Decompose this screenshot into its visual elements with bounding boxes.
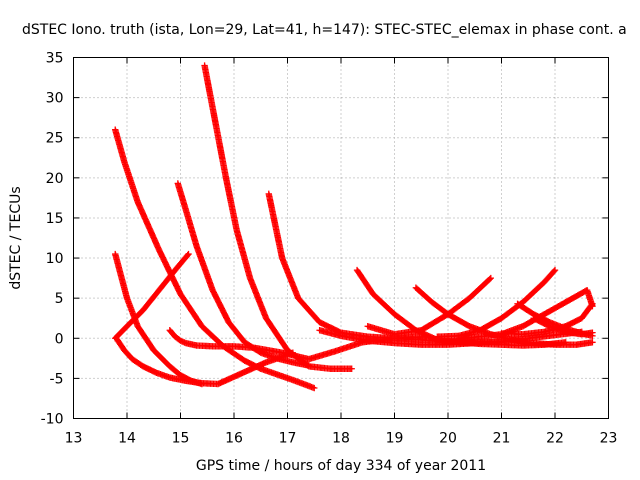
grid <box>73 57 609 419</box>
x-tick-label: 21 <box>493 431 511 447</box>
chart-title: dSTEC Iono. truth (ista, Lon=29, Lat=41,… <box>22 22 627 38</box>
data-point <box>589 329 596 336</box>
ticks <box>73 57 609 419</box>
data-point <box>486 275 493 283</box>
series-6 <box>174 180 313 369</box>
x-tick-label: 19 <box>386 431 404 447</box>
y-tick-label: 25 <box>46 131 64 147</box>
x-tick-label: 23 <box>600 431 618 447</box>
tick-labels: 13 14 15 16 17 18 19 20 21 22 23 -10 -5 0 5 10 15 20 25 30 3… <box>41 51 618 447</box>
series-7 <box>201 62 355 372</box>
y-tick-label: -5 <box>50 371 64 387</box>
y-axis-label: dSTEC / TECUs <box>8 186 24 289</box>
x-tick-label: 16 <box>225 431 243 447</box>
y-tick-label: 20 <box>46 171 64 187</box>
x-tick-label: 15 <box>172 431 190 447</box>
series-15 <box>498 300 596 338</box>
y-tick-label: 5 <box>55 291 64 307</box>
data-point <box>185 250 192 258</box>
data-point <box>589 339 596 346</box>
y-tick-label: 30 <box>46 91 64 107</box>
x-tick-label: 14 <box>118 431 136 447</box>
data-point <box>551 266 559 274</box>
data-point <box>550 267 558 275</box>
series-11 <box>364 274 494 338</box>
y-tick-label: 15 <box>46 211 64 227</box>
x-tick-label: 22 <box>546 431 564 447</box>
data-point <box>487 274 494 282</box>
x-tick-label: 17 <box>279 431 297 447</box>
data-point <box>589 300 596 307</box>
y-tick-label: 35 <box>46 51 64 67</box>
y-tick-label: -10 <box>41 412 64 428</box>
series-3 <box>113 335 297 388</box>
data-point <box>184 251 191 259</box>
y-tick-label: 0 <box>55 331 64 347</box>
x-tick-label: 20 <box>439 431 457 447</box>
y-tick-label: 10 <box>46 251 64 267</box>
data-point <box>348 365 355 372</box>
data-points <box>112 62 596 392</box>
x-tick-label: 13 <box>65 431 83 447</box>
data-point <box>311 384 318 392</box>
x-axis-label: GPS time / hours of day 334 of year 2011 <box>196 458 486 474</box>
x-tick-label: 18 <box>332 431 350 447</box>
data-point <box>588 301 595 309</box>
series-4 <box>112 126 318 392</box>
series-17 <box>530 315 596 338</box>
